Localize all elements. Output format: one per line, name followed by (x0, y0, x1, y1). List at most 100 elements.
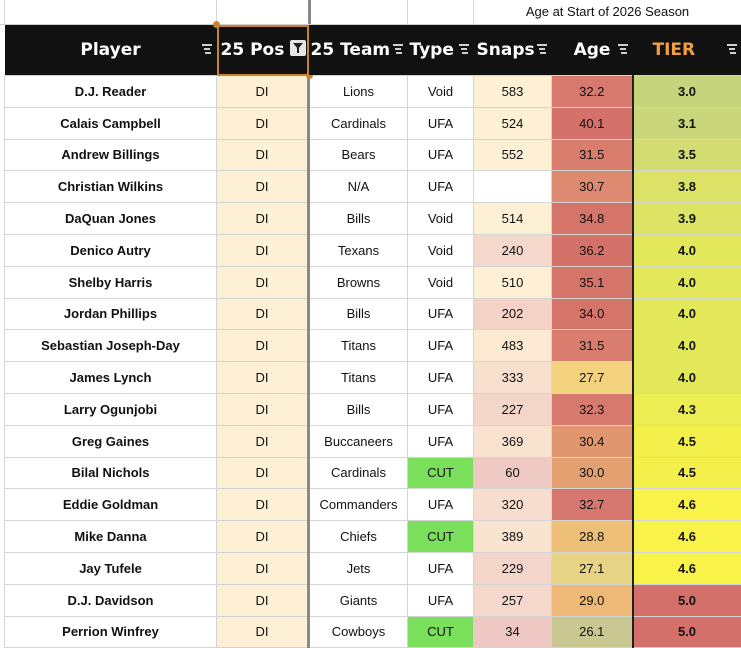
snaps-cell[interactable]: 202 (473, 297, 552, 331)
team-cell[interactable]: Jets (307, 551, 408, 585)
player-cell[interactable]: Larry Ogunjobi (4, 392, 217, 426)
type-cell[interactable]: UFA (407, 583, 474, 617)
pos-cell[interactable]: DI (216, 265, 309, 299)
tier-cell[interactable]: 3.0 (631, 75, 741, 108)
age-cell[interactable]: 29.0 (551, 583, 633, 617)
snaps-cell[interactable] (473, 170, 552, 204)
tier-cell[interactable]: 3.9 (631, 202, 741, 235)
player-cell[interactable]: Shelby Harris (4, 265, 217, 299)
table-row[interactable]: Denico Autry DI Texans Void 240 36.2 4.0 (4, 233, 741, 267)
pos-cell[interactable]: DI (216, 138, 309, 172)
table-row[interactable]: James Lynch DI Titans UFA 333 27.7 4.0 (4, 361, 741, 394)
snaps-cell[interactable]: 240 (473, 233, 552, 267)
type-cell[interactable]: UFA (407, 106, 474, 140)
age-cell[interactable]: 28.8 (551, 520, 633, 553)
selection-handle[interactable] (305, 72, 313, 79)
header-player[interactable]: Player (4, 25, 217, 76)
table-row[interactable]: Jordan Phillips DI Bills UFA 202 34.0 4.… (4, 297, 741, 331)
player-cell[interactable]: Perrion Winfrey (4, 615, 217, 648)
pos-cell[interactable]: DI (216, 202, 309, 235)
team-cell[interactable]: Titans (307, 361, 408, 394)
team-cell[interactable]: Bills (307, 297, 408, 331)
tier-cell[interactable]: 4.6 (631, 551, 741, 585)
player-cell[interactable]: Jordan Phillips (4, 297, 217, 331)
tier-cell[interactable]: 4.0 (631, 329, 741, 363)
player-cell[interactable]: DaQuan Jones (4, 202, 217, 235)
type-cell[interactable]: CUT (407, 615, 474, 648)
player-cell[interactable]: Andrew Billings (4, 138, 217, 172)
table-row[interactable]: D.J. Davidson DI Giants UFA 257 29.0 5.0 (4, 583, 741, 617)
pos-cell[interactable]: DI (216, 456, 309, 490)
pos-cell[interactable]: DI (216, 583, 309, 617)
age-cell[interactable]: 31.5 (551, 138, 633, 172)
player-cell[interactable]: Eddie Goldman (4, 488, 217, 522)
tier-cell[interactable]: 4.0 (631, 361, 741, 394)
age-cell[interactable]: 30.4 (551, 424, 633, 458)
tier-cell[interactable]: 3.1 (631, 106, 741, 140)
player-cell[interactable]: Bilal Nichols (4, 456, 217, 490)
player-cell[interactable]: D.J. Davidson (4, 583, 217, 617)
pos-cell[interactable]: DI (216, 106, 309, 140)
type-cell[interactable]: UFA (407, 297, 474, 331)
type-cell[interactable]: Void (407, 265, 474, 299)
player-cell[interactable]: Mike Danna (4, 520, 217, 553)
pos-cell[interactable]: DI (216, 615, 309, 648)
tier-cell[interactable]: 4.0 (631, 233, 741, 267)
age-cell[interactable]: 30.7 (551, 170, 633, 204)
team-cell[interactable]: N/A (307, 170, 408, 204)
type-cell[interactable]: CUT (407, 456, 474, 490)
snaps-cell[interactable]: 60 (473, 456, 552, 490)
type-cell[interactable]: UFA (407, 329, 474, 363)
type-cell[interactable]: CUT (407, 520, 474, 553)
snaps-cell[interactable]: 257 (473, 583, 552, 617)
table-row[interactable]: Bilal Nichols DI Cardinals CUT 60 30.0 4… (4, 456, 741, 490)
filter-icon[interactable] (617, 44, 628, 54)
type-cell[interactable]: UFA (407, 488, 474, 522)
snaps-cell[interactable]: 583 (473, 75, 552, 108)
header-age[interactable]: Age (551, 25, 633, 76)
table-row[interactable]: Calais Campbell DI Cardinals UFA 524 40.… (4, 106, 741, 140)
age-cell[interactable]: 40.1 (551, 106, 633, 140)
pos-cell[interactable]: DI (216, 520, 309, 553)
table-row[interactable]: D.J. Reader DI Lions Void 583 32.2 3.0 (4, 75, 741, 108)
table-row[interactable]: Eddie Goldman DI Commanders UFA 320 32.7… (4, 488, 741, 522)
active-filter-icon[interactable] (289, 40, 306, 56)
age-cell[interactable]: 27.1 (551, 551, 633, 585)
team-cell[interactable]: Commanders (307, 488, 408, 522)
age-cell[interactable]: 26.1 (551, 615, 633, 648)
table-row[interactable]: Andrew Billings DI Bears UFA 552 31.5 3.… (4, 138, 741, 172)
age-cell[interactable]: 36.2 (551, 233, 633, 267)
pos-cell[interactable]: DI (216, 488, 309, 522)
player-cell[interactable]: Sebastian Joseph-Day (4, 329, 217, 363)
age-cell[interactable]: 31.5 (551, 329, 633, 363)
tier-cell[interactable]: 4.5 (631, 424, 741, 458)
table-row[interactable]: Jay Tufele DI Jets UFA 229 27.1 4.6 (4, 551, 741, 585)
table-row[interactable]: Shelby Harris DI Browns Void 510 35.1 4.… (4, 265, 741, 299)
snaps-cell[interactable]: 34 (473, 615, 552, 648)
tier-cell[interactable]: 3.8 (631, 170, 741, 204)
type-cell[interactable]: Void (407, 75, 474, 108)
filter-icon[interactable] (458, 44, 469, 54)
age-cell[interactable]: 34.0 (551, 297, 633, 331)
table-row[interactable]: Larry Ogunjobi DI Bills UFA 227 32.3 4.3 (4, 392, 741, 426)
tier-cell[interactable]: 4.5 (631, 456, 741, 490)
player-cell[interactable]: Greg Gaines (4, 424, 217, 458)
filter-icon[interactable] (201, 44, 212, 54)
tier-cell[interactable]: 4.6 (631, 520, 741, 553)
snaps-cell[interactable]: 514 (473, 202, 552, 235)
pos-cell[interactable]: DI (216, 424, 309, 458)
selection-handle[interactable] (212, 21, 220, 28)
team-cell[interactable]: Titans (307, 329, 408, 363)
header-pos[interactable]: 25 Pos (212, 21, 313, 79)
header-snaps[interactable]: Snaps (473, 25, 552, 76)
table-row[interactable]: Perrion Winfrey DI Cowboys CUT 34 26.1 5… (4, 615, 741, 648)
pos-cell[interactable]: DI (216, 392, 309, 426)
team-cell[interactable]: Buccaneers (307, 424, 408, 458)
pos-cell[interactable]: DI (216, 170, 309, 204)
snaps-cell[interactable]: 333 (473, 361, 552, 394)
snaps-cell[interactable]: 227 (473, 392, 552, 426)
header-tier[interactable]: TIER (632, 25, 741, 76)
tier-cell[interactable]: 4.0 (631, 265, 741, 299)
tier-cell[interactable]: 4.0 (631, 297, 741, 331)
type-cell[interactable]: UFA (407, 392, 474, 426)
